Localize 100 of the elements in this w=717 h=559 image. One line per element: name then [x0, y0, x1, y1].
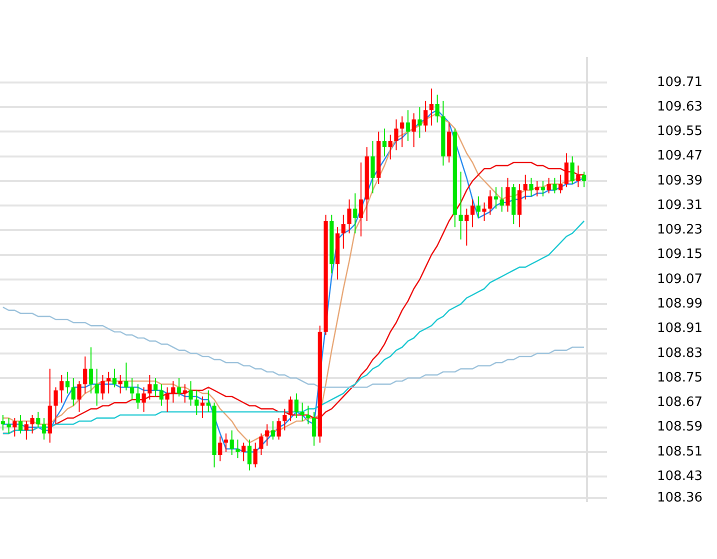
candlestick [218, 436, 222, 462]
candlestick [412, 112, 416, 148]
candlestick [12, 418, 17, 438]
candlestick [470, 198, 475, 228]
candlestick [406, 110, 410, 142]
candlestick [347, 198, 352, 234]
candlestick [582, 171, 586, 188]
y-tick-label: 109.63 [657, 99, 702, 114]
candlestick [353, 192, 358, 234]
candlestick [242, 442, 246, 462]
candlestick [253, 442, 258, 468]
candlestick [382, 128, 387, 157]
y-tick-label: 108.75 [657, 370, 702, 386]
candlestick [94, 368, 99, 406]
y-tick-label: 109.15 [657, 247, 702, 262]
candlestick [247, 439, 252, 471]
candlestick [388, 134, 392, 160]
candlestick [523, 174, 528, 200]
candlestick [282, 408, 287, 431]
candlestick [165, 386, 170, 412]
candlestick [142, 386, 146, 412]
candlestick [154, 378, 158, 398]
candlestick [500, 186, 504, 212]
candlestick [24, 420, 28, 440]
candlestick [341, 214, 346, 250]
y-tick-label: 109.71 [657, 74, 702, 90]
candlestick [546, 177, 551, 194]
candlestick [488, 190, 492, 216]
y-tick-label: 108.51 [657, 444, 702, 460]
candlestick [424, 100, 428, 132]
candlestick [83, 356, 88, 394]
candlestick [506, 177, 510, 212]
candlestick [435, 94, 440, 123]
y-tick-label: 108.91 [657, 321, 702, 336]
candlestick [18, 414, 23, 434]
candlestick [300, 402, 304, 422]
candlestick [65, 371, 70, 394]
candlestick [276, 418, 281, 440]
y-tick-label: 108.43 [657, 468, 702, 484]
candlestick [200, 396, 205, 419]
candlestick [188, 380, 193, 406]
y-tick-label: 109.39 [657, 173, 702, 188]
candlestick [182, 384, 187, 404]
candlestick [529, 177, 534, 197]
candlestick [6, 418, 11, 434]
candlestick [88, 346, 94, 394]
candlestick [118, 374, 122, 394]
candlestick [312, 411, 316, 446]
candlestick [564, 152, 569, 188]
candlestick [265, 424, 270, 446]
y-tick-label: 108.36 [657, 490, 702, 506]
candlestick [36, 411, 40, 428]
y-tick-label: 109.31 [657, 198, 702, 213]
candlestick [358, 162, 364, 237]
candlestick [30, 414, 34, 434]
candlestick [236, 439, 240, 459]
y-tick-label: 109.55 [657, 124, 702, 140]
y-tick-label: 108.99 [657, 296, 702, 312]
candlestick [370, 140, 375, 194]
candlestick [106, 371, 111, 394]
candlestick [60, 374, 64, 404]
candlestick [42, 418, 46, 440]
candlestick [482, 202, 486, 222]
candlestick [288, 396, 293, 422]
candlestick [476, 196, 480, 218]
candlestick [400, 116, 404, 148]
candlestick [494, 186, 498, 210]
candlestick [464, 208, 469, 246]
y-tick-label: 109.23 [657, 222, 702, 238]
candlestick [0, 414, 5, 431]
candlestick [148, 374, 152, 400]
candlestick [270, 420, 276, 440]
candlestick [206, 390, 210, 412]
candlestick [130, 378, 134, 400]
y-tick-label: 108.67 [657, 395, 702, 410]
candlestick [394, 118, 398, 151]
y-tick-label: 109.47 [657, 148, 702, 164]
candlestick [54, 386, 58, 425]
candlestick [570, 156, 574, 185]
candlestick [230, 430, 234, 456]
candlestick [458, 171, 463, 240]
y-tick-label: 108.83 [657, 346, 702, 361]
candlestick [418, 106, 422, 138]
candlestick [124, 362, 128, 391]
candlestick [259, 432, 264, 456]
candlestick [171, 380, 176, 404]
candlestick [540, 180, 546, 197]
candlestick [194, 390, 199, 416]
candlestick [558, 174, 563, 194]
candlestick [71, 378, 76, 406]
candlestick [306, 405, 310, 425]
y-tick-label: 109.07 [657, 272, 702, 287]
candlestick [77, 380, 82, 412]
candlestick [535, 180, 540, 197]
candlestick [112, 368, 117, 388]
candlestick [294, 392, 298, 419]
candlestick [136, 384, 140, 410]
candlestick [159, 384, 164, 406]
candlestick [224, 432, 228, 452]
candlestick [176, 378, 182, 398]
